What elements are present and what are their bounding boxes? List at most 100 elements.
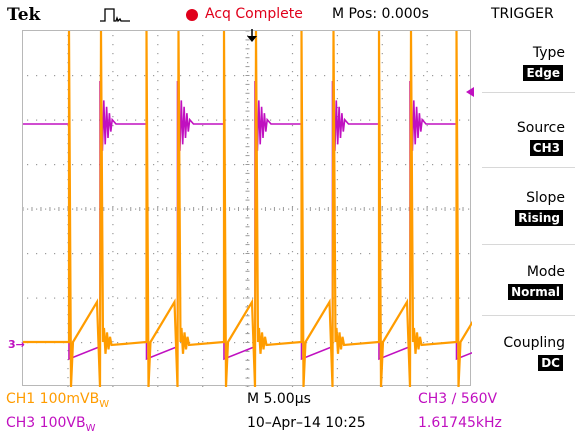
grid-dot [288, 253, 290, 255]
grid-dot [202, 71, 204, 73]
grid-dot [336, 269, 338, 271]
grid-dot [315, 208, 317, 210]
grid-dot [261, 75, 263, 77]
grid-dot [369, 75, 371, 77]
grid-dot [247, 296, 249, 298]
grid-dot [291, 125, 294, 127]
grid-dot [67, 386, 69, 387]
grid-dot [157, 242, 159, 244]
grid-dot [207, 164, 209, 166]
grid-dot [112, 125, 114, 127]
grid-dot [27, 75, 29, 77]
grid-dot [157, 62, 159, 64]
grid-dot [243, 164, 245, 166]
grid-dot [202, 35, 204, 37]
grid-dot [252, 164, 254, 166]
menu-item-mode[interactable]: Mode Normal [478, 264, 579, 300]
grid-dot [157, 35, 159, 37]
grid-dot [336, 305, 338, 307]
grid-dot [202, 377, 204, 379]
grid-dot [112, 260, 114, 262]
menu-item-source[interactable]: Source CH3 [478, 120, 579, 156]
grid-dot [306, 164, 308, 166]
grid-dot [243, 342, 245, 344]
menu-item-coupling[interactable]: Coupling DC [478, 335, 579, 371]
acquisition-status: Acq Complete [205, 6, 303, 22]
grid-dot [202, 170, 204, 172]
grid-dot [157, 215, 159, 217]
grid-dot [171, 253, 173, 255]
grid-dot [157, 53, 159, 55]
grid-dot [288, 208, 290, 210]
grid-dot [171, 297, 173, 299]
grid-dot [369, 253, 371, 255]
grid-dot [387, 342, 389, 344]
grid-dot [291, 215, 294, 217]
grid-dot [426, 107, 428, 109]
grid-dot [432, 208, 434, 210]
grid-dot [336, 287, 338, 289]
ch3-ground-marker: 3→ [8, 338, 25, 351]
grid-dot [291, 35, 294, 37]
grid-dot [157, 179, 159, 181]
grid-dot [252, 75, 254, 77]
grid-dot [336, 71, 338, 73]
grid-dot [279, 164, 281, 166]
grid-dot [157, 98, 159, 100]
grid-dot [247, 44, 249, 46]
grid-dot [157, 386, 159, 387]
grid-dot [279, 297, 281, 299]
grid-dot [426, 53, 428, 55]
grid-dot [381, 197, 383, 199]
grid-dot [202, 161, 204, 163]
grid-dot [27, 119, 29, 121]
grid-dot [336, 242, 338, 244]
grid-dot [247, 332, 249, 334]
grid-dot [117, 342, 119, 344]
grid-dot [291, 152, 294, 154]
grid-dot [291, 251, 294, 253]
grid-dot [426, 44, 428, 46]
grid-dot [291, 233, 294, 235]
grid-dot [291, 143, 294, 145]
grid-dot [291, 287, 294, 289]
grid-dot [63, 297, 65, 299]
grid-dot [426, 62, 428, 64]
grid-dot [381, 125, 383, 127]
grid-dot [414, 253, 416, 255]
grid-dot [459, 208, 461, 210]
grid-dot [144, 208, 146, 210]
grid-dot [112, 53, 114, 55]
trigger-frequency: 1.61745kHz [418, 415, 502, 431]
grid-dot [387, 208, 389, 210]
grid-dot [324, 253, 326, 255]
grid-dot [336, 197, 338, 199]
grid-dot [144, 164, 146, 166]
grid-dot [247, 206, 249, 208]
menu-item-label: Slope [526, 190, 565, 206]
grid-dot [279, 342, 281, 344]
grid-dot [306, 119, 308, 121]
grid-dot [426, 296, 428, 298]
grid-dot [157, 278, 159, 280]
trigger-position-arrow-icon [247, 29, 257, 42]
grid-dot [198, 164, 200, 166]
grid-dot [324, 164, 326, 166]
grid-dot [351, 297, 353, 299]
grid-dot [441, 297, 443, 299]
grid-dot [432, 297, 434, 299]
grid-dot [381, 233, 383, 235]
grid-dot [162, 253, 164, 255]
grid-dot [112, 359, 114, 361]
grid-dot [279, 75, 281, 77]
menu-item-slope[interactable]: Slope Rising [478, 190, 579, 226]
grid-dot [426, 143, 428, 145]
grid-dot [381, 296, 383, 298]
menu-item-type[interactable]: Type Edge [478, 45, 579, 81]
ch1-waveform [23, 31, 472, 387]
ch3-scale: CH3 100VBW [6, 415, 96, 434]
grid-dot [202, 188, 204, 190]
grid-dot [291, 80, 294, 82]
grid-dot [426, 287, 428, 289]
trigger-level-arrow-icon [466, 87, 474, 97]
